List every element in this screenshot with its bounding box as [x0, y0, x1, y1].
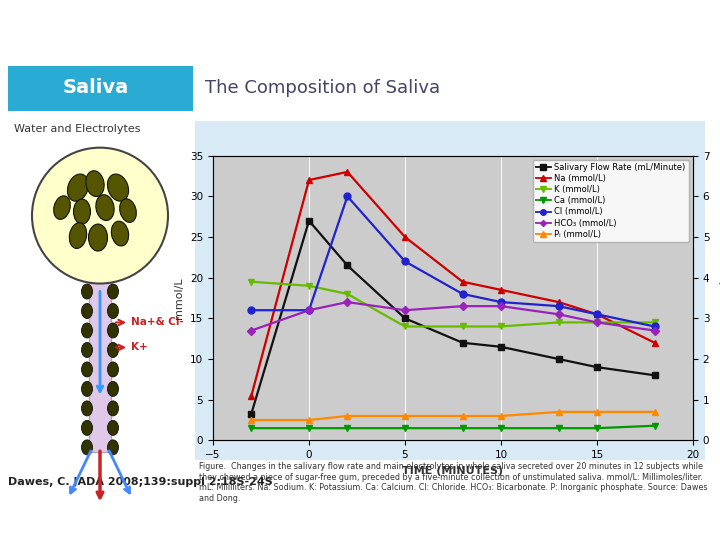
Ellipse shape — [81, 381, 92, 396]
Text: www.wrigleyoralhealthcare.co.uk: www.wrigleyoralhealthcare.co.uk — [262, 518, 458, 532]
Text: K+: K+ — [131, 342, 148, 353]
Ellipse shape — [81, 323, 92, 338]
Text: Saliva: Saliva — [63, 78, 129, 97]
Ellipse shape — [69, 222, 86, 248]
Text: The Composition of Saliva: The Composition of Saliva — [205, 79, 440, 97]
Ellipse shape — [107, 284, 119, 299]
Ellipse shape — [73, 199, 91, 224]
Y-axis label: mmol/L: mmol/L — [174, 277, 184, 319]
Ellipse shape — [81, 342, 92, 357]
FancyBboxPatch shape — [8, 66, 193, 111]
Ellipse shape — [107, 323, 119, 338]
Text: Water and Electrolytes: Water and Electrolytes — [14, 124, 140, 134]
Ellipse shape — [107, 342, 119, 357]
FancyBboxPatch shape — [195, 120, 705, 460]
Ellipse shape — [54, 196, 71, 219]
Ellipse shape — [96, 195, 114, 220]
Text: Saliva and Oral Health: Saliva and Oral Health — [220, 15, 500, 36]
Ellipse shape — [107, 381, 119, 396]
Ellipse shape — [89, 224, 107, 251]
Text: Na+& Cl-: Na+& Cl- — [131, 318, 184, 327]
Ellipse shape — [81, 303, 92, 319]
Ellipse shape — [107, 440, 119, 455]
X-axis label: TIME (MINUTES): TIME (MINUTES) — [402, 465, 503, 476]
Ellipse shape — [86, 171, 104, 197]
Ellipse shape — [81, 420, 92, 435]
Y-axis label: mL/MINUTE: mL/MINUTE — [716, 266, 720, 330]
Legend: Salivary Flow Rate (mL/Minute), Na (mmol/L), K (mmol/L), Ca (mmol/L), Cl (mmol/L: Salivary Flow Rate (mL/Minute), Na (mmol… — [533, 160, 689, 242]
Ellipse shape — [81, 284, 92, 299]
Ellipse shape — [112, 221, 129, 246]
Ellipse shape — [107, 401, 119, 416]
Circle shape — [32, 147, 168, 284]
Ellipse shape — [120, 199, 136, 222]
Ellipse shape — [68, 174, 89, 201]
Ellipse shape — [81, 362, 92, 377]
FancyBboxPatch shape — [89, 279, 111, 453]
Ellipse shape — [81, 440, 92, 455]
Ellipse shape — [107, 420, 119, 435]
Text: Figure.  Changes in the salivary flow rate and main electrolytes in whole saliva: Figure. Changes in the salivary flow rat… — [199, 462, 707, 503]
Text: Dawes, C. JADA 2008;139:suppl 2:18S-24S: Dawes, C. JADA 2008;139:suppl 2:18S-24S — [8, 477, 273, 487]
Ellipse shape — [81, 401, 92, 416]
Ellipse shape — [107, 362, 119, 377]
Ellipse shape — [107, 303, 119, 319]
Ellipse shape — [107, 174, 129, 201]
